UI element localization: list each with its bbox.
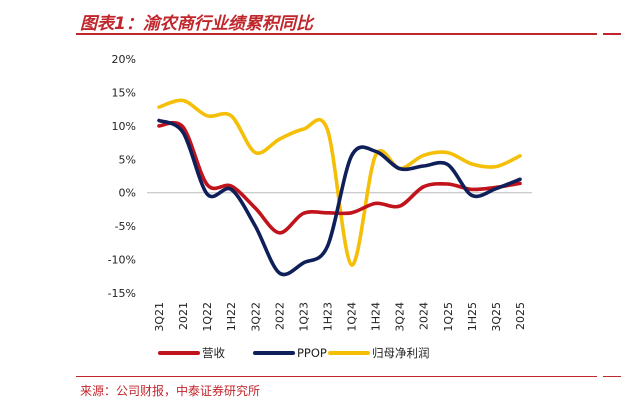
y-tick-label: 20% <box>112 53 136 66</box>
x-tick-label: 3Q25 <box>490 302 503 332</box>
x-tick-label: 2025 <box>514 302 527 330</box>
x-tick-label: 1Q23 <box>297 302 310 332</box>
y-tick-label: 0% <box>119 187 136 200</box>
source-divider <box>76 376 597 377</box>
x-tick-label: 1H22 <box>225 302 238 331</box>
series-line-2 <box>157 98 522 267</box>
title-underline <box>76 33 597 35</box>
legend-label: 营收 <box>202 346 225 360</box>
x-tick-label: 1H24 <box>370 302 383 331</box>
x-tick-label: 2024 <box>418 302 431 330</box>
y-tick-label: 10% <box>112 120 136 133</box>
chart-title: 图表1：渝农商行业绩累积同比 <box>80 14 313 34</box>
series-lines <box>157 98 522 277</box>
series-line-1 <box>157 118 522 277</box>
y-axis-tick-labels: -15% -10% -5% 0% 5% 10% 15% 20% <box>108 53 136 300</box>
title-underline-right <box>603 33 621 35</box>
x-axis-tick-labels: 3Q21 2021 1Q22 1H22 3Q22 2022 1Q23 1H23 1Q24 1H24… <box>153 302 527 332</box>
y-tick-label: -5% <box>115 220 136 233</box>
y-tick-label: -15% <box>108 287 136 300</box>
y-tick-label: 15% <box>112 86 136 99</box>
x-tick-label: 3Q21 <box>153 302 166 332</box>
legend-label: PPOP <box>297 346 327 360</box>
x-tick-label: 1Q25 <box>442 302 455 332</box>
x-tick-label: 1Q22 <box>201 302 214 332</box>
x-tick-label: 3Q22 <box>249 302 262 332</box>
series-line-0 <box>157 120 522 235</box>
x-tick-label: 1Q24 <box>346 302 359 332</box>
x-tick-label: 1H23 <box>321 302 334 331</box>
source-note: 来源：公司财报，中泰证券研究所 <box>80 384 261 398</box>
x-tick-label: 1H25 <box>466 302 479 331</box>
source-divider-right <box>603 376 621 377</box>
legend: 营收 PPOP 归母净利润 <box>158 346 430 360</box>
x-tick-label: 3Q24 <box>394 302 407 332</box>
x-tick-label: 2021 <box>177 302 190 330</box>
x-tick-label: 2022 <box>273 302 286 330</box>
y-tick-label: 5% <box>119 153 136 166</box>
y-tick-label: -10% <box>108 254 136 267</box>
legend-label: 归母净利润 <box>372 346 430 360</box>
